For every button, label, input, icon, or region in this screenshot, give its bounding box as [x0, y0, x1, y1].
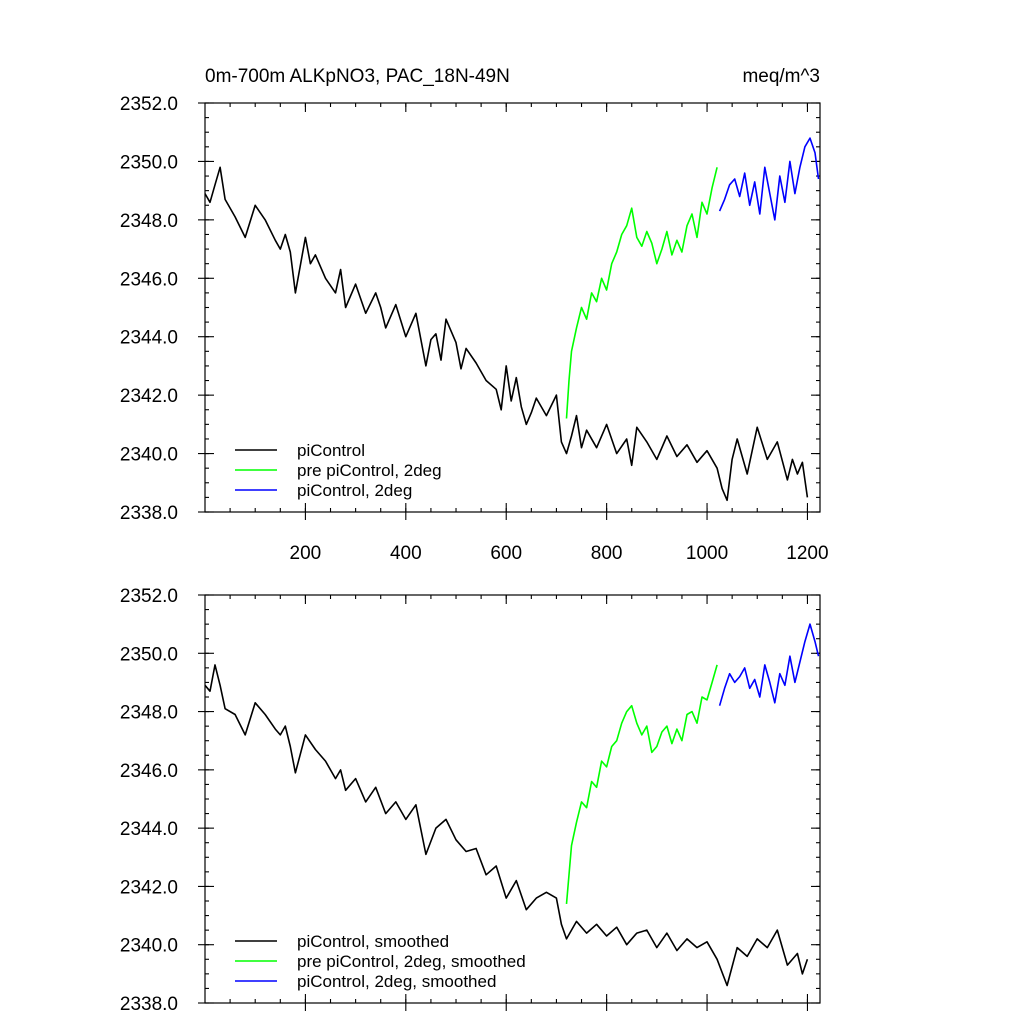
x-tick-label: 1000: [686, 543, 728, 564]
top-panel: 2338.0 2340.0 2342.0 2344.0 2346.0 2348.0 2350…: [120, 94, 829, 564]
y-tick-label: 2352.0: [120, 586, 178, 607]
legend-label: piControl, smoothed: [297, 932, 449, 951]
x-tick-label: 600: [490, 543, 522, 564]
y-tick-label: 2348.0: [120, 211, 178, 232]
y-tick-label: 2350.0: [120, 152, 178, 173]
legend-label: piControl: [297, 441, 365, 460]
y-tick-label: 2350.0: [120, 644, 178, 665]
y-tick-label: 2338.0: [120, 503, 178, 524]
legend-label: piControl, 2deg, smoothed: [297, 972, 496, 991]
y-tick-label: 2340.0: [120, 445, 178, 466]
y-tick-label: 2346.0: [120, 269, 178, 290]
legend-label: piControl, 2deg: [297, 481, 412, 500]
legend-label: pre piControl, 2deg, smoothed: [297, 952, 526, 971]
x-tick-label: 400: [390, 543, 422, 564]
y-tick-label: 2344.0: [120, 819, 178, 840]
series-line-0: [204, 664, 809, 987]
plot-title: 0m-700m ALKpNO3, PAC_18N-49N: [205, 66, 510, 87]
y-tick-label: 2342.0: [120, 386, 178, 407]
x-tick-label: 1200: [786, 543, 828, 564]
series-line-1: [565, 167, 718, 419]
y-tick-label: 2338.0: [120, 994, 178, 1015]
y-tick-label: 2344.0: [120, 328, 178, 349]
y-tick-label: 2348.0: [120, 703, 178, 724]
bottom-panel: 2338.0 2340.0 2342.0 2344.0 2346.0 2348.0 2350…: [120, 586, 821, 1015]
y-tick-label: 2342.0: [120, 877, 178, 898]
x-tick-label: 800: [591, 543, 623, 564]
y-tick-label: 2340.0: [120, 936, 178, 957]
y-tick-label: 2346.0: [120, 761, 178, 782]
plot-units: meq/m^3: [742, 66, 820, 87]
series-line-1: [565, 664, 718, 904]
x-tick-label: 200: [290, 543, 322, 564]
series-line-0: [204, 166, 809, 502]
legend-label: pre piControl, 2deg: [297, 461, 442, 480]
series-line-2: [718, 623, 820, 706]
series-line-2: [718, 137, 820, 221]
y-tick-label: 2352.0: [120, 94, 178, 115]
